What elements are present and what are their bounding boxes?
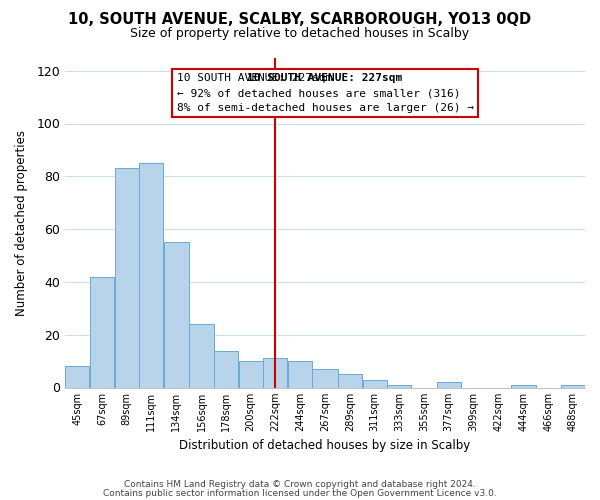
- Text: 10 SOUTH AVENUE: 227sqm
← 92% of detached houses are smaller (316)
8% of semi-de: 10 SOUTH AVENUE: 227sqm ← 92% of detache…: [176, 74, 473, 113]
- Bar: [338, 374, 362, 388]
- Bar: [139, 163, 163, 388]
- Bar: [90, 276, 114, 388]
- Bar: [263, 358, 287, 388]
- Bar: [560, 385, 585, 388]
- Bar: [239, 361, 263, 388]
- Bar: [65, 366, 89, 388]
- Bar: [115, 168, 139, 388]
- Text: Contains public sector information licensed under the Open Government Licence v3: Contains public sector information licen…: [103, 489, 497, 498]
- Bar: [511, 385, 536, 388]
- Bar: [164, 242, 189, 388]
- Bar: [190, 324, 214, 388]
- Y-axis label: Number of detached properties: Number of detached properties: [15, 130, 28, 316]
- X-axis label: Distribution of detached houses by size in Scalby: Distribution of detached houses by size …: [179, 440, 470, 452]
- Bar: [363, 380, 387, 388]
- Text: Size of property relative to detached houses in Scalby: Size of property relative to detached ho…: [130, 28, 470, 40]
- Text: 10, SOUTH AVENUE, SCALBY, SCARBOROUGH, YO13 0QD: 10, SOUTH AVENUE, SCALBY, SCARBOROUGH, Y…: [68, 12, 532, 28]
- Bar: [214, 350, 238, 388]
- Bar: [313, 369, 338, 388]
- Bar: [288, 361, 312, 388]
- Bar: [437, 382, 461, 388]
- Text: Contains HM Land Registry data © Crown copyright and database right 2024.: Contains HM Land Registry data © Crown c…: [124, 480, 476, 489]
- Text: 10 SOUTH AVENUE: 227sqm: 10 SOUTH AVENUE: 227sqm: [247, 74, 403, 84]
- Bar: [388, 385, 412, 388]
